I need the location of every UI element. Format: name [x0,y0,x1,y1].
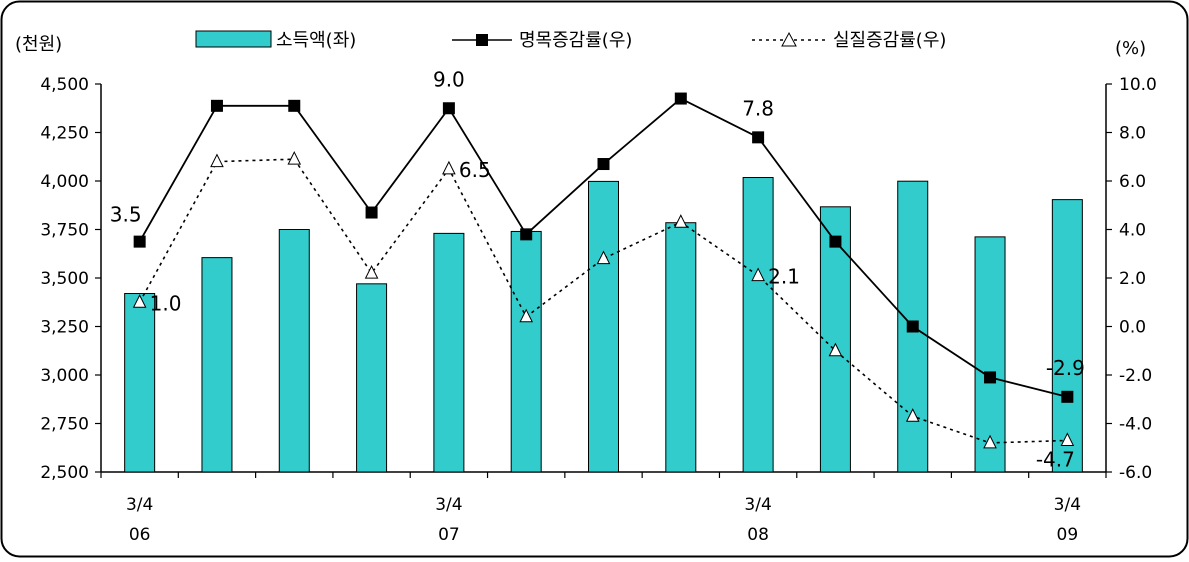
left-unit-label: (천원) [15,34,62,55]
left-tick-label: 2,500 [40,463,89,483]
income-bars [124,177,1083,473]
nominal-growth-point [906,320,919,333]
data-labels: 3.5 9.0 7.8 -2.9 1.0 6.5 2.1 -4.7 [110,67,1085,471]
income-bar [433,232,465,473]
left-tick-label: 3,500 [40,269,89,289]
data-label: 6.5 [459,158,491,182]
x-tick-label-quarter: 3/4 [126,495,153,515]
real-growth-point [1060,432,1075,446]
right-unit-label: (%) [1115,38,1146,59]
left-tick-label: 3,250 [40,318,89,338]
real-growth-point [983,434,997,449]
nominal-growth-point [752,131,765,144]
real-growth-point [132,294,147,308]
data-label: 3.5 [110,203,142,227]
income-bar [819,206,851,473]
left-tick-label: 4,250 [40,124,89,144]
right-tick-label: 4.0 [1119,221,1146,241]
nominal-growth-point [674,92,687,105]
real-growth-point [905,408,920,422]
income-bar [588,180,619,473]
x-tick-label-year: 09 [1057,525,1079,545]
legend-nominal-marker [476,34,488,46]
right-tick-label: 0.0 [1119,318,1146,338]
income-bar [665,222,697,473]
data-label: 2.1 [768,265,800,289]
real-growth-point [442,160,456,175]
real-growth-point [828,342,843,357]
income-bar [742,177,774,473]
left-tick-label: 3,750 [40,221,89,241]
right-tick-label: 6.0 [1119,172,1146,192]
legend-bar-label: 소득액(좌) [276,30,356,51]
x-tick-label-year: 06 [129,525,151,545]
legend-bar-swatch [195,30,272,48]
right-tick-label: 10.0 [1119,75,1157,95]
nominal-growth-point [597,158,610,171]
x-tick-label-quarter: 3/4 [435,495,462,515]
data-label: 7.8 [742,96,774,120]
real-growth-point [364,265,379,279]
data-label: 9.0 [433,67,465,91]
nominal-growth-point [288,99,301,112]
x-tick-label-quarter: 3/4 [1054,495,1081,515]
legend: 소득액(좌) 명목증감률(우) 실질증감률(우) [195,30,946,51]
real-growth-point [751,267,765,282]
real-growth-point [596,250,611,265]
legend-real-label: 실질증감률(우) [833,30,946,51]
real-growth-point [519,308,534,323]
real-growth-point [287,151,302,165]
income-bar [124,293,156,473]
income-bar [278,229,310,473]
nominal-growth-point [442,102,455,115]
income-bar [356,283,388,473]
right-tick-label: 8.0 [1119,124,1146,144]
left-tick-label: 3,000 [40,366,89,386]
nominal-growth-point [133,235,146,248]
right-tick-label: -4.0 [1119,415,1152,435]
data-label: -2.9 [1046,356,1085,380]
nominal-growth-series [133,92,1074,403]
x-tick-label-quarter: 3/4 [744,495,771,515]
real-growth-point [210,153,224,168]
left-tick-label: 4,500 [40,75,89,95]
data-label: -4.7 [1036,447,1075,471]
legend-nominal-label: 명목증감률(우) [519,30,632,51]
nominal-growth-point [984,371,997,384]
left-axis: 2,500 2,750 3,000 3,250 3,500 3,750 4,000 4,250… [40,75,102,483]
x-tick-label-year: 07 [438,525,460,545]
legend-real-marker [781,31,797,47]
real-growth-series [132,151,1075,449]
x-tick-label-year: 08 [747,525,769,545]
data-label: 1.0 [150,291,182,315]
nominal-growth-point [210,99,223,112]
nominal-growth-point [1061,390,1074,403]
right-axis: -6.0 -4.0 -2.0 0.0 2.0 4.0 6.0 8.0 10.0 [1105,75,1157,483]
right-tick-label: 2.0 [1119,269,1146,289]
nominal-growth-point [520,228,533,241]
left-tick-label: 2,750 [40,415,89,435]
income-bar [510,230,542,473]
left-tick-label: 4,000 [40,172,89,192]
income-bar [974,236,1006,473]
income-bar [201,257,233,473]
right-tick-label: -2.0 [1119,366,1152,386]
right-tick-label: -6.0 [1119,463,1152,483]
nominal-growth-point [829,235,842,248]
nominal-growth-point [365,206,378,219]
real-growth-point [673,214,688,228]
income-bar [1051,199,1083,473]
